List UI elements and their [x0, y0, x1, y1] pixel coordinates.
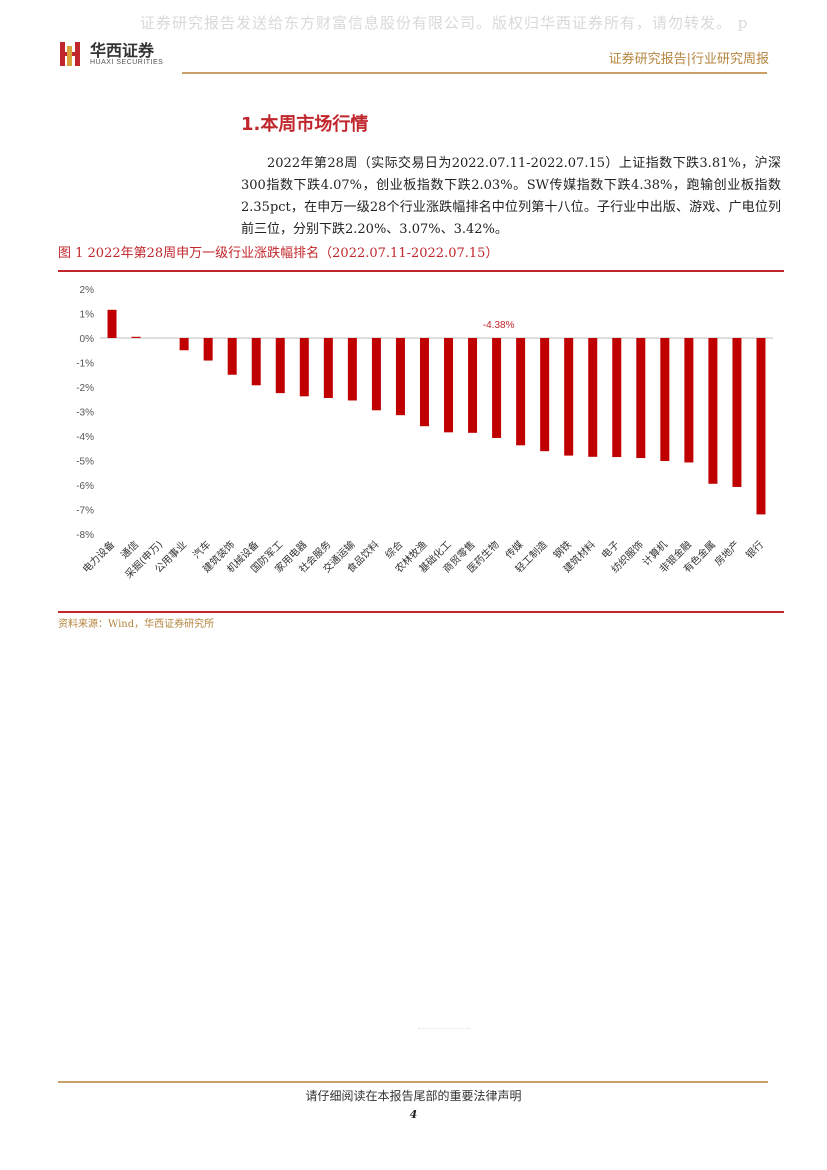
bar-社会服务 [323, 338, 333, 399]
bar-汽车 [203, 338, 213, 361]
bar-建筑材料 [588, 338, 598, 457]
bar-传媒 [516, 338, 526, 446]
bar-交通运输 [347, 338, 357, 401]
bar-银行 [756, 338, 766, 515]
x-tick-label: 房地产 [712, 538, 742, 568]
figure-top-rule [58, 270, 784, 272]
watermark: 证券研究报告发送给东方财富信息股份有限公司。版权归华西证券所有，请勿转发。 p [140, 14, 749, 32]
bar-食品饮料 [371, 338, 381, 411]
x-tick-label: 银行 [743, 538, 766, 561]
bar-通信 [131, 336, 141, 338]
page-number: 4 [409, 1108, 418, 1121]
y-tick-label: -7% [76, 506, 94, 517]
bar-基础化工 [444, 338, 454, 433]
y-tick-label: -8% [76, 530, 94, 541]
bar-钢铁 [564, 338, 574, 456]
figure-title: 图 1 2022年第28周申万一级行业涨跌幅排名（2022.07.11-2022… [58, 246, 499, 261]
bar-医药生物 [492, 338, 502, 438]
footer-disclaimer: 请仔细阅读在本报告尾部的重要法律声明 [305, 1089, 522, 1103]
y-tick-label: 0% [80, 334, 95, 345]
y-tick-label: -1% [76, 359, 94, 370]
bar-电力设备 [107, 309, 117, 338]
page-separator [418, 1028, 470, 1029]
report-type-label: 证券研究报告|行业研究周报 [608, 52, 769, 67]
bar-非银金融 [684, 338, 694, 463]
bar-商贸零售 [468, 338, 478, 433]
chart-svg: 2%1%0%-1%-2%-3%-4%-5%-6%-7%-8%电力设备 通信采掘(申… [76, 285, 773, 581]
logo-name-en: HUAXI SECURITIES [90, 59, 164, 66]
bar-电子 [612, 338, 622, 458]
bar-机械设备 [251, 338, 261, 386]
bar-纺织服饰 [636, 338, 646, 459]
y-tick-label: 1% [80, 310, 95, 321]
section-title: 1.本周市场行情 [241, 114, 369, 135]
bar-有色金属 [708, 338, 718, 484]
footer-divider [58, 1081, 768, 1083]
bar-综合 [395, 338, 405, 416]
market-summary-paragraph: 2022年第28周（实际交易日为2022.07.11-2022.07.15）上证… [241, 156, 781, 237]
bar-家用电器 [299, 338, 309, 397]
y-tick-label: -5% [76, 457, 94, 468]
bar-公用事业 [179, 338, 189, 351]
y-tick-label: 2% [80, 285, 95, 296]
data-label-media: -4.38% [483, 320, 515, 331]
bar-国防军工 [275, 338, 285, 394]
figure-bottom-rule [58, 611, 784, 613]
y-tick-label: -2% [76, 383, 94, 394]
company-logo: 华西证券 HUAXI SECURITIES [58, 40, 163, 68]
y-tick-label: -3% [76, 408, 94, 419]
bar-房地产 [732, 338, 742, 487]
y-tick-label: -6% [76, 481, 94, 492]
header-divider [182, 72, 767, 74]
bar-计算机 [660, 338, 670, 461]
logo-name-cn: 华西证券 [90, 41, 155, 60]
bar-建筑装饰 [227, 338, 237, 375]
bar-轻工制造 [540, 338, 550, 452]
industry-return-chart: 2% 1% 0% -1% -2% -3% -4% -5% -6% -7% -8% 电力设备 通信 采掘(申… [58, 278, 784, 608]
logo-mark-icon [58, 40, 84, 68]
figure-source: 资料来源：Wind，华西证券研究所 [58, 619, 215, 630]
bar-农林牧渔 [419, 338, 429, 427]
y-tick-label: -4% [76, 432, 94, 443]
x-tick-label: 电力设备 [80, 538, 117, 575]
